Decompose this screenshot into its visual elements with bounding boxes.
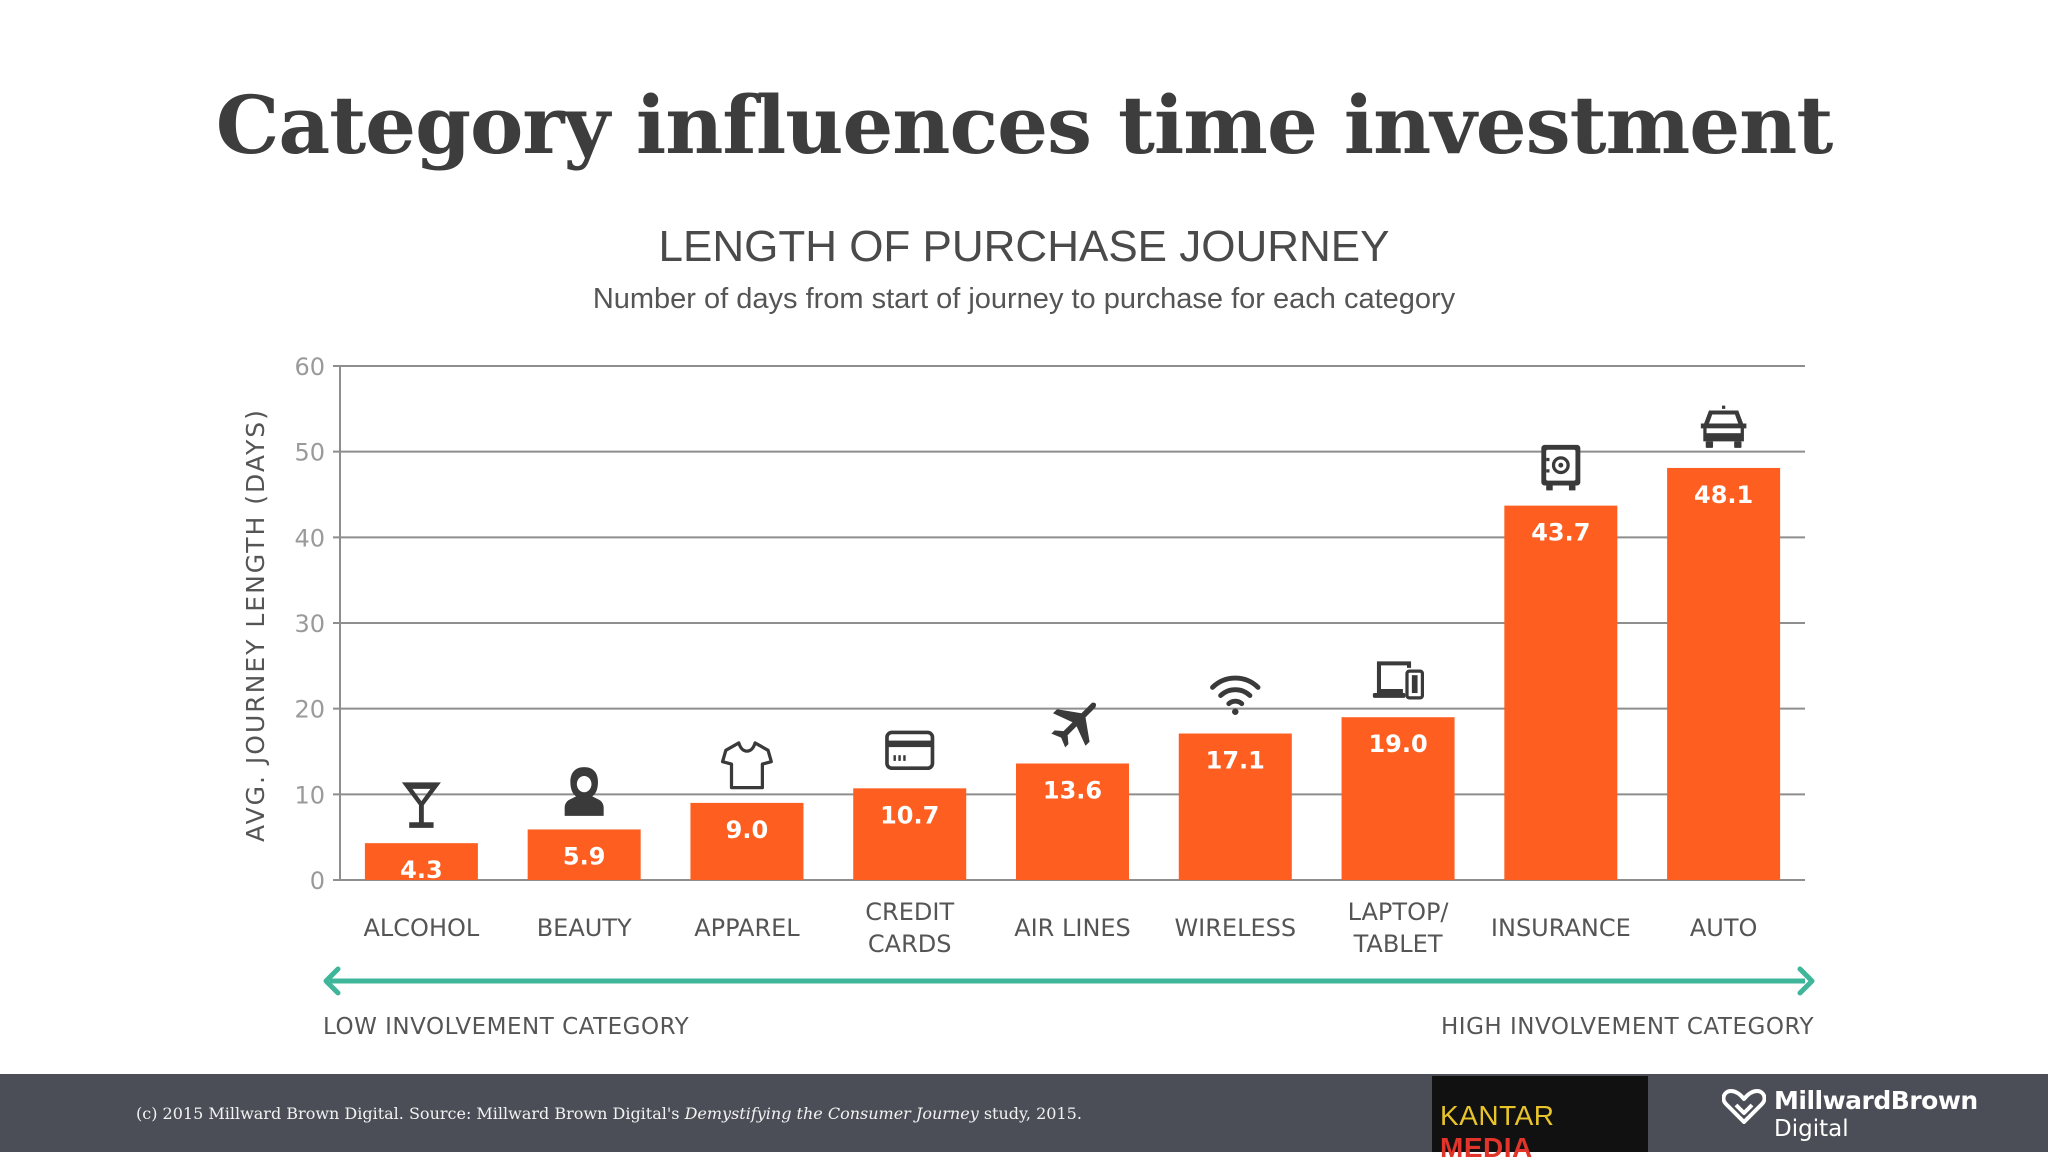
- kantar-word: KANTAR: [1440, 1100, 1555, 1131]
- credit-card-icon: [885, 730, 935, 771]
- category-label: WIRELESS: [1174, 914, 1296, 942]
- bar: [853, 788, 967, 880]
- source-note-prefix: (c) 2015 Millward Brown Digital. Source:…: [136, 1104, 685, 1123]
- source-note-suffix: study, 2015.: [978, 1104, 1082, 1123]
- bar-value-label: 43.7: [1531, 519, 1590, 547]
- category-label: LAPTOP/: [1348, 898, 1450, 926]
- high-involvement-label: HIGH INVOLVEMENT CATEGORY: [1441, 1014, 1814, 1040]
- bar: [1016, 763, 1129, 880]
- media-word: MEDIA: [1440, 1132, 1533, 1163]
- bar-value-label: 4.3: [400, 856, 443, 884]
- heart-logo-icon: [1722, 1089, 1766, 1124]
- low-involvement-label: LOW INVOLVEMENT CATEGORY: [323, 1014, 690, 1040]
- category-label: AUTO: [1690, 914, 1758, 942]
- millward-brown-digital-logo: MillwardBrown Digital: [1722, 1084, 1978, 1146]
- bar: [364, 843, 478, 880]
- slide-title: Category influences time investment: [215, 78, 1834, 172]
- bar: [527, 829, 641, 880]
- safe-icon: [1539, 443, 1582, 493]
- bar: [1341, 717, 1455, 880]
- arrow-left-head: [323, 966, 341, 996]
- bar: [1178, 733, 1292, 880]
- source-note: (c) 2015 Millward Brown Digital. Source:…: [136, 1104, 1082, 1123]
- category-label: AIR LINES: [1014, 914, 1131, 942]
- y-tick-label: 50: [294, 439, 325, 467]
- bar-chart: 0 10 20 30 40 50 60 4.3 ALCOHOL 5.9 BEAUTY 9.0 APPA…: [294, 353, 1815, 996]
- t-shirt-icon: [720, 741, 773, 790]
- bar-value-label: 5.9: [563, 842, 606, 870]
- bar-value-label: 9.0: [726, 816, 769, 844]
- category-label: TABLET: [1353, 930, 1443, 958]
- category-label: BEAUTY: [537, 914, 632, 942]
- bar-value-label: 19.0: [1368, 730, 1427, 758]
- category-label: INSURANCE: [1491, 914, 1631, 942]
- category-label: CREDIT: [865, 898, 954, 926]
- bar-value-label: 17.1: [1206, 747, 1265, 775]
- cocktail-glass-icon: [401, 782, 441, 828]
- chart-subtitle: Number of days from start of journey to …: [592, 283, 1456, 315]
- millward-brown-wordmark: MillwardBrown: [1774, 1086, 1978, 1115]
- bar-value-label: 10.7: [880, 801, 939, 829]
- category-label: ALCOHOL: [364, 914, 480, 942]
- category-label: APPAREL: [694, 914, 800, 942]
- y-tick-label: 40: [294, 524, 325, 552]
- footer: (c) 2015 Millward Brown Digital. Source:…: [0, 1074, 2048, 1163]
- y-tick-label: 30: [294, 610, 325, 638]
- y-tick-label: 20: [294, 696, 325, 724]
- arrow-right-head: [1797, 966, 1815, 996]
- digital-wordmark: Digital: [1774, 1116, 1849, 1142]
- chart-title: LENGTH OF PURCHASE JOURNEY: [658, 222, 1390, 271]
- bar-value-label: 48.1: [1694, 481, 1753, 509]
- y-tick-label: 10: [294, 781, 325, 809]
- woman-silhouette-icon: [564, 767, 604, 816]
- bar: [1667, 467, 1781, 880]
- category-label: CARDS: [868, 930, 952, 958]
- laptop-tablet-icon: [1372, 659, 1425, 700]
- y-tick-label: 0: [310, 867, 325, 895]
- bar-value-label: 13.6: [1043, 776, 1102, 804]
- car-icon: [1700, 405, 1747, 448]
- source-note-study: Demystifying the Consumer Journey: [684, 1104, 979, 1123]
- bar: [1504, 505, 1618, 880]
- bar: [690, 802, 804, 880]
- y-tick-label: 60: [294, 353, 325, 381]
- kantar-media-logo: KANTAR MEDIA: [1432, 1076, 1648, 1163]
